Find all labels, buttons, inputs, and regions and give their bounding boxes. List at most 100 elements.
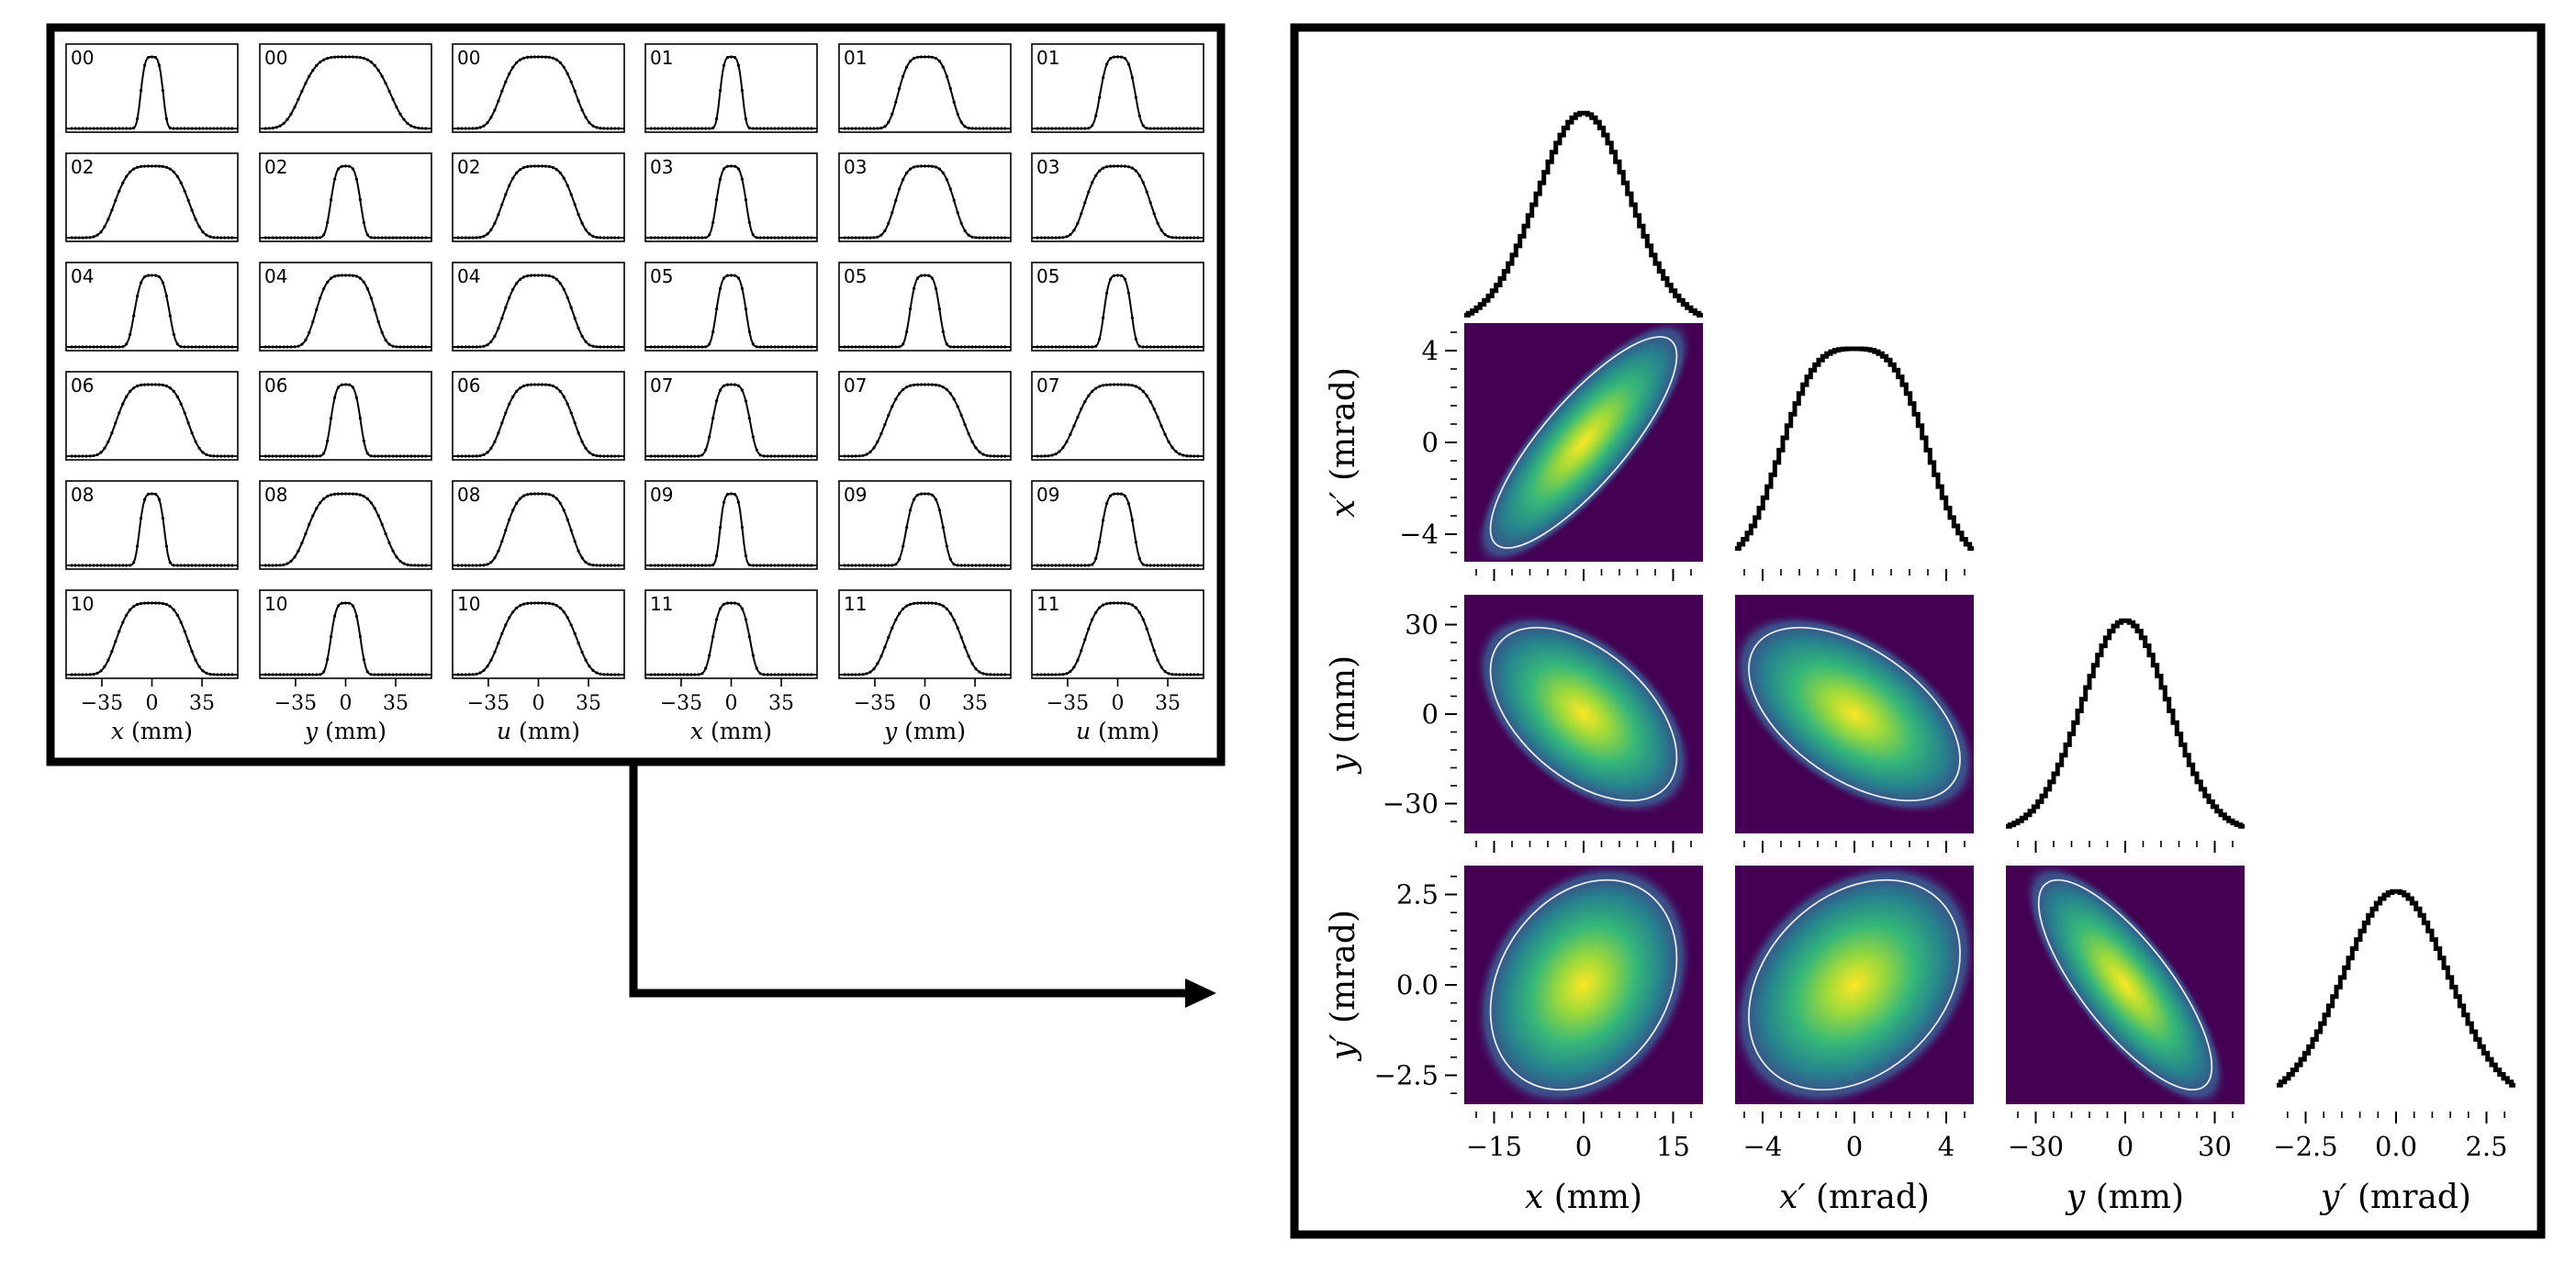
profile-point bbox=[330, 198, 333, 202]
profile-point bbox=[380, 330, 384, 334]
profile-point bbox=[164, 384, 168, 388]
profile-plot: 08 bbox=[65, 480, 239, 570]
profile-plot: 07 bbox=[838, 371, 1012, 461]
profile-point bbox=[671, 564, 675, 567]
profile-point bbox=[153, 383, 158, 386]
profile-point bbox=[777, 454, 780, 458]
profile-point bbox=[883, 645, 887, 649]
profile-point bbox=[1189, 345, 1193, 349]
profile-point bbox=[511, 509, 515, 512]
profile-point bbox=[919, 492, 924, 496]
profile-point bbox=[715, 307, 719, 311]
profile-point bbox=[1076, 127, 1080, 130]
profile-point bbox=[84, 673, 88, 676]
profile-point bbox=[879, 126, 883, 130]
profile-point bbox=[700, 127, 704, 130]
profile-point bbox=[868, 236, 872, 240]
profile-label: 11 bbox=[844, 593, 867, 615]
profile-point bbox=[1145, 394, 1148, 397]
profile-point bbox=[362, 495, 365, 498]
profile-point bbox=[861, 673, 865, 676]
profile-point bbox=[898, 611, 902, 615]
heatmap-ytick-label: 2.5 bbox=[1396, 879, 1439, 911]
profile-point bbox=[1000, 127, 1003, 130]
profile-point bbox=[945, 178, 948, 182]
profile-point bbox=[1130, 166, 1134, 170]
profile-label: 07 bbox=[844, 374, 867, 397]
profile-point bbox=[795, 345, 799, 349]
profile-point bbox=[197, 127, 201, 130]
profile-point bbox=[106, 564, 110, 567]
profile-point bbox=[1182, 673, 1185, 676]
profile-point bbox=[1141, 618, 1145, 621]
profile-point bbox=[500, 632, 504, 636]
profile-point bbox=[985, 127, 989, 130]
profile-axis-label-unit: (mm) bbox=[897, 718, 966, 744]
profile-point bbox=[930, 601, 935, 605]
profile-point bbox=[799, 454, 802, 458]
profile-point bbox=[129, 170, 132, 173]
profile-plot: 00 bbox=[452, 43, 625, 133]
profile-point bbox=[876, 345, 879, 349]
profile-point bbox=[725, 383, 730, 386]
profile-plot: 10−35 0 35u (mm) bbox=[452, 589, 625, 744]
profile-point bbox=[1102, 166, 1105, 170]
profile-point bbox=[945, 544, 948, 548]
profile-point bbox=[992, 673, 996, 676]
profile-xtick-label: 0 bbox=[725, 692, 738, 715]
profile-point bbox=[519, 386, 522, 390]
profile-point bbox=[978, 236, 981, 240]
profile-point bbox=[588, 665, 591, 668]
profile-point bbox=[358, 56, 362, 60]
profile-point bbox=[543, 55, 548, 59]
profile-point bbox=[769, 127, 773, 130]
profile-point bbox=[602, 236, 606, 240]
profile-point bbox=[989, 564, 992, 567]
profile-point bbox=[164, 117, 168, 120]
profile-point bbox=[846, 454, 850, 458]
profile-point bbox=[1182, 236, 1185, 240]
profile-point bbox=[566, 518, 569, 521]
profile-point bbox=[1156, 221, 1159, 225]
profile-point bbox=[532, 164, 537, 168]
profile-point bbox=[456, 564, 460, 567]
profile-label: 08 bbox=[71, 484, 94, 506]
profile-point bbox=[1134, 385, 1137, 388]
profile-point bbox=[934, 383, 938, 386]
profile-point bbox=[106, 127, 110, 130]
profile-point bbox=[227, 345, 230, 349]
profile-point bbox=[489, 340, 493, 343]
profile-point bbox=[722, 500, 726, 504]
profile-point bbox=[708, 564, 711, 567]
profile-point bbox=[978, 345, 981, 349]
profile-point bbox=[795, 673, 799, 676]
profile-point bbox=[740, 388, 745, 392]
profile-point bbox=[1072, 424, 1076, 428]
profile-point bbox=[351, 167, 354, 171]
profile-point bbox=[1087, 394, 1091, 397]
histogram-line bbox=[1735, 346, 1974, 551]
profile-point bbox=[175, 564, 179, 567]
profile-point bbox=[88, 236, 92, 240]
profile-point bbox=[278, 564, 282, 567]
profile-point bbox=[114, 640, 118, 643]
profile-point bbox=[205, 233, 208, 237]
profile-point bbox=[274, 454, 278, 458]
profile-axis-label-variable: y bbox=[883, 718, 898, 744]
profile-plot: 09 bbox=[838, 480, 1012, 570]
profile-axes-box bbox=[259, 371, 432, 461]
profile-point bbox=[913, 165, 916, 169]
profile-label: 11 bbox=[650, 593, 673, 615]
profile-point bbox=[810, 673, 813, 676]
profile-point bbox=[1109, 277, 1113, 281]
profile-point bbox=[667, 236, 671, 240]
profile-point bbox=[424, 454, 428, 458]
profile-point bbox=[1072, 665, 1076, 669]
profile-point bbox=[308, 454, 311, 458]
profile-point bbox=[675, 127, 678, 130]
profile-label: 02 bbox=[264, 156, 287, 178]
profile-point bbox=[985, 453, 989, 457]
heatmap-x-axis-label-variable: x bbox=[1525, 1179, 1543, 1216]
profile-point bbox=[208, 453, 212, 458]
profile-point bbox=[326, 56, 330, 61]
